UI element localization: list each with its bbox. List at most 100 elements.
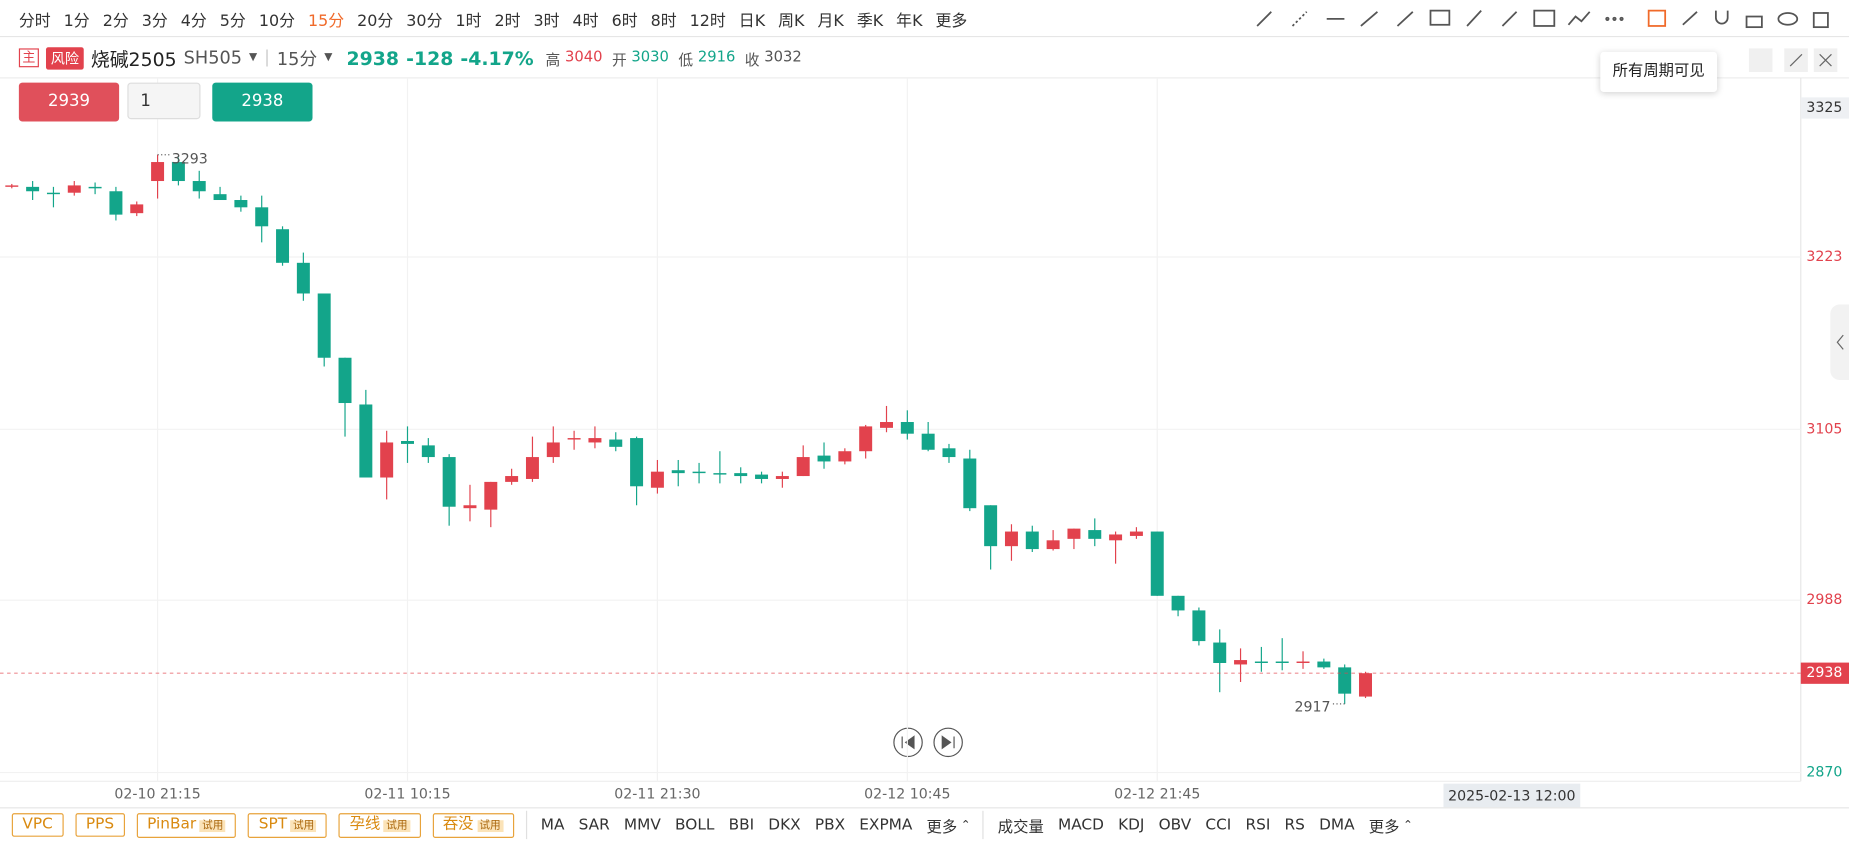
indicator-button[interactable]: 成交量 — [997, 818, 1044, 837]
indicator-button[interactable]: PBX — [814, 816, 846, 834]
indicator-button[interactable]: BOLL — [675, 816, 715, 834]
instrument-bar: 主 风险 烧碱2505 SH505 ▼ | 15分 ▼ 2938 -128 -4.1… — [18, 44, 807, 72]
buy-button[interactable]: 2938 — [212, 82, 313, 122]
crosshair-x-label: 2025-02-13 12:00 — [1448, 789, 1575, 805]
period-select[interactable]: 15分 — [276, 47, 318, 70]
candle-body — [1359, 673, 1372, 697]
candle-body — [1171, 595, 1185, 611]
candle-body — [713, 473, 727, 475]
period-button[interactable]: 3分 — [141, 11, 168, 31]
indicator-button[interactable]: DMA — [1319, 816, 1355, 834]
pattern-button[interactable]: PinBar 试用 — [136, 812, 237, 838]
candle-body — [525, 457, 539, 479]
last-price-box — [1800, 662, 1849, 684]
indicator-button[interactable]: EXPMA — [859, 816, 913, 834]
dropdown-caret[interactable]: ▼ — [324, 51, 333, 64]
period-button[interactable]: 6时 — [611, 11, 638, 31]
period-button[interactable]: 8时 — [650, 11, 677, 31]
period-button[interactable]: 更多 — [935, 11, 968, 31]
candle-body — [1004, 531, 1018, 547]
candle-body — [380, 442, 394, 478]
crosshair-y-box — [1800, 97, 1849, 119]
price: 2938 — [346, 46, 400, 70]
period-button[interactable]: 12时 — [689, 11, 726, 31]
candle-body — [650, 471, 664, 488]
candle-body — [755, 474, 769, 479]
window-icons[interactable] — [1748, 48, 1849, 381]
playback[interactable] — [893, 727, 963, 758]
candle-body — [796, 457, 810, 477]
indicator-button[interactable]: MACD — [1057, 816, 1104, 834]
qty-input[interactable]: 1 — [127, 82, 201, 120]
indicator-button[interactable]: CCI — [1205, 816, 1232, 834]
change: -128 — [406, 46, 454, 70]
more-button[interactable]: 更多 — [926, 818, 958, 837]
stat-value: 2916 — [697, 46, 736, 65]
stat-label: 收 — [744, 50, 760, 68]
stat-value: 3032 — [764, 46, 802, 65]
period-button[interactable]: 20分 — [357, 11, 394, 31]
pattern-name: VPC — [22, 815, 53, 834]
tool-icons — [1256, 9, 1829, 29]
crosshair-y-label: 3325 — [1806, 100, 1842, 116]
candle-body — [567, 438, 581, 440]
period-button[interactable]: 2分 — [102, 11, 129, 31]
indicator-button[interactable]: OBV — [1158, 816, 1192, 834]
x-tick-label: 02-11 21:30 — [614, 786, 700, 802]
last-price-label: 2938 — [1806, 665, 1842, 681]
period-button[interactable]: 季K — [856, 11, 884, 31]
pattern-button[interactable]: 孕线 试用 — [339, 812, 421, 838]
candle-body — [1109, 534, 1123, 541]
candle-body — [255, 207, 269, 227]
indicator-button[interactable]: MMV — [623, 816, 661, 834]
period-button[interactable]: 4分 — [180, 11, 207, 31]
indicator-button[interactable]: MA — [540, 816, 565, 834]
high-label: 3293 — [172, 151, 208, 167]
period-button[interactable]: 3时 — [533, 11, 560, 31]
y-tick-label: 3105 — [1806, 421, 1842, 437]
period-button[interactable]: 年K — [896, 11, 923, 31]
pattern-button[interactable]: VPC — [11, 813, 64, 837]
indicator-button[interactable]: RS — [1284, 816, 1305, 834]
candle-body — [1046, 540, 1060, 550]
sell-button[interactable]: 2939 — [18, 82, 120, 122]
period-button[interactable]: 月K — [817, 11, 844, 31]
period-button[interactable]: 4时 — [572, 11, 599, 31]
candle-body — [276, 229, 290, 263]
candle-body — [26, 186, 40, 192]
period-button[interactable]: 周K — [778, 11, 805, 31]
indicator-button[interactable]: BBI — [728, 816, 755, 834]
period-button[interactable]: 1分 — [63, 11, 90, 31]
period-button[interactable]: 5分 — [219, 11, 246, 31]
pattern-button[interactable]: 吞没 试用 — [432, 812, 514, 838]
candle-body — [1025, 531, 1039, 550]
more-button[interactable]: 更多 — [1368, 818, 1400, 837]
candle-body — [880, 422, 893, 428]
candle-body — [1192, 610, 1206, 642]
candle-body — [609, 439, 623, 447]
dropdown-caret[interactable]: ▼ — [249, 51, 258, 64]
period-button[interactable]: 日K — [738, 11, 766, 31]
period-button[interactable]: 15分 — [307, 11, 345, 31]
period-button[interactable]: 10分 — [258, 11, 296, 31]
candle-body — [900, 422, 914, 434]
period-button[interactable]: 2时 — [494, 11, 521, 31]
period-button[interactable]: 1时 — [455, 11, 482, 31]
stat-label: 开 — [611, 50, 627, 68]
instrument-code[interactable]: SH505 — [183, 47, 242, 69]
period-button[interactable]: 分时 — [18, 11, 51, 31]
period-button[interactable]: 30分 — [406, 11, 443, 31]
candle-body — [421, 445, 435, 458]
risk-badge[interactable]: 风险 — [45, 46, 84, 70]
candle-body — [1129, 531, 1143, 536]
pattern-button[interactable]: SPT 试用 — [248, 812, 328, 838]
candle-body — [588, 438, 602, 443]
pattern-button[interactable]: PPS — [75, 813, 125, 837]
candle-body — [1296, 661, 1310, 663]
indicator-button[interactable]: SAR — [578, 816, 610, 834]
indicator-button[interactable]: RSI — [1245, 816, 1271, 834]
indicator-button[interactable]: KDJ — [1118, 816, 1145, 834]
period-bar: 分时 1分 2分 3分 4分 5分 10分 15分 20分 30分 1时 2时 3时 4时 6时 8时 12时日… — [19, 7, 967, 31]
trial-badge: 试用 — [477, 819, 504, 832]
indicator-button[interactable]: DKX — [768, 816, 801, 834]
